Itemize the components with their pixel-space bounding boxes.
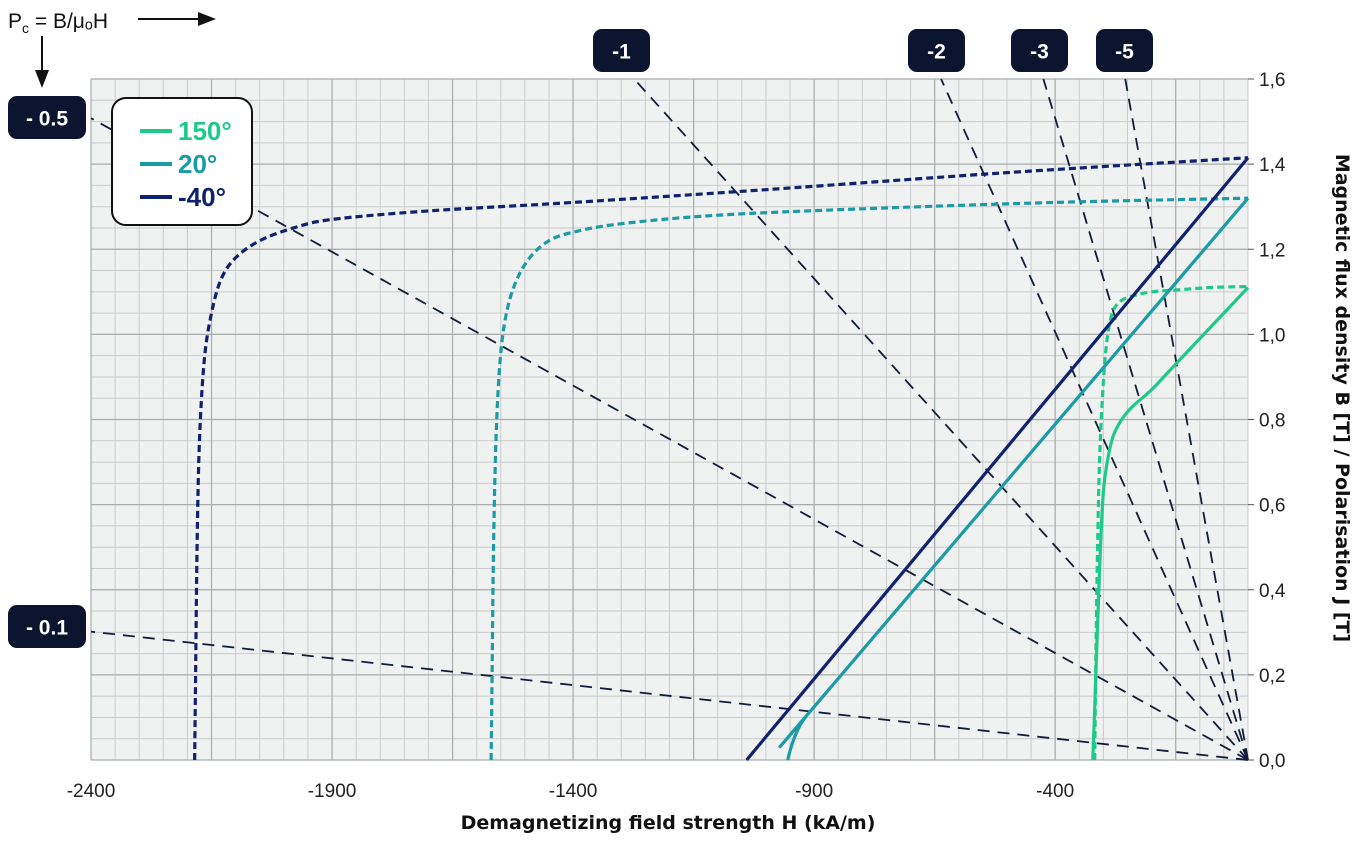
- curve-flux-1: [1091, 286, 1250, 761]
- badge-bg: [8, 605, 86, 648]
- badge-label: -3: [1030, 41, 1049, 64]
- load-line-badges: - 0.5 - 0.1 -1 -2 -3 -5: [8, 29, 1153, 648]
- y-tick-label: 1,4: [1259, 155, 1286, 176]
- svg-text:Pc = B/μₒH: Pc = B/μₒH: [8, 10, 108, 36]
- y-tick-label: 0,4: [1259, 581, 1286, 602]
- x-axis-title: Demagnetizing field strength H (kA/m): [461, 812, 876, 834]
- y-tick-label: 0,6: [1259, 496, 1285, 517]
- curve-polarisation-4: [193, 156, 1249, 761]
- y-tick-label: 1,6: [1259, 70, 1285, 91]
- x-tick-label: -1400: [549, 781, 598, 802]
- x-axis-ticks: -2400 -1900 -1400 -900 -400: [67, 781, 1074, 802]
- badge-label: -2: [927, 41, 946, 64]
- badge-bg: [8, 96, 86, 139]
- pc-label: Pc = B/μₒH: [8, 10, 216, 88]
- badge-ll-m3: -3: [1011, 29, 1068, 72]
- y-tick-label: 0,2: [1259, 666, 1285, 687]
- curve-polarisation-0: [1093, 285, 1249, 761]
- y-axis-title: Magnetic flux density B [T] / Polarisati…: [1331, 154, 1353, 642]
- pc-arrow-right-head: [198, 12, 216, 26]
- legend: 150°20°-40°: [111, 97, 253, 226]
- load-line-ll-m0.5: [90, 117, 1249, 761]
- x-tick-label: -2400: [67, 781, 116, 802]
- badge-label: -1: [612, 41, 631, 64]
- curves: [193, 156, 1250, 762]
- load-line-ll-m5: [1124, 78, 1249, 761]
- badge-bg: [908, 29, 965, 72]
- load-line-ll-m1: [633, 78, 1249, 761]
- y-tick-label: 0,8: [1259, 411, 1285, 432]
- badge-bg: [593, 29, 650, 72]
- legend-label: 150°: [178, 116, 232, 146]
- major-grid: [90, 78, 1248, 761]
- y-tick-label: 0,0: [1259, 751, 1285, 772]
- x-tick-label: -900: [795, 781, 833, 802]
- badge-ll-m5: -5: [1096, 29, 1153, 72]
- y-tick-label: 1,0: [1259, 325, 1285, 346]
- curve-flux-3: [778, 197, 1250, 761]
- y-tick-label: 1,2: [1259, 240, 1285, 261]
- badge-ll-m0.1: - 0.1: [8, 605, 86, 648]
- curve-flux-5: [745, 156, 1250, 762]
- load-lines: [90, 78, 1249, 761]
- x-tick-label: -400: [1036, 781, 1074, 802]
- badge-label: - 0.1: [26, 617, 68, 640]
- badge-bg: [1096, 29, 1153, 72]
- pc-arrow-down-head: [35, 70, 49, 88]
- legend-label: -40°: [178, 182, 226, 212]
- badge-label: -5: [1115, 41, 1134, 64]
- badge-ll-m2: -2: [908, 29, 965, 72]
- badge-ll-m0.5: - 0.5: [8, 96, 86, 139]
- badge-bg: [1011, 29, 1068, 72]
- curve-polarisation-2: [489, 196, 1249, 761]
- badge-ll-m1: -1: [593, 29, 650, 72]
- badge-label: - 0.5: [26, 108, 68, 131]
- load-line-ll-m2: [940, 78, 1249, 761]
- x-tick-label: -1900: [308, 781, 357, 802]
- load-line-ll-m0.1: [90, 630, 1249, 761]
- legend-label: 20°: [178, 149, 217, 179]
- y-axis-ticks: 0,0 0,2 0,4 0,6 0,8 1,0 1,2 1,4 1,6: [1248, 70, 1286, 772]
